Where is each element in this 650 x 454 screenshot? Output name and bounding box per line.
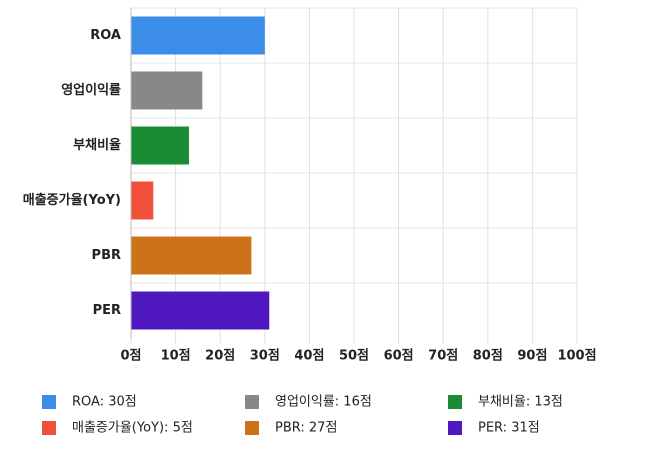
- bar: [131, 236, 252, 275]
- x-tick-label: 40점: [294, 349, 324, 364]
- legend-label: 영업이익률: 16점: [275, 395, 372, 410]
- y-tick-label: PBR: [92, 248, 121, 263]
- x-tick-label: 20점: [205, 349, 235, 364]
- legend-swatch: [448, 421, 462, 435]
- x-tick-label: 100점: [557, 349, 596, 364]
- bar: [131, 181, 154, 220]
- bar: [131, 126, 189, 165]
- legend-label: 부채비율: 13점: [478, 395, 563, 410]
- bar: [131, 291, 270, 330]
- legend-swatch: [42, 421, 56, 435]
- x-tick-label: 10점: [161, 349, 191, 364]
- y-tick-label: 매출증가율(YoY): [23, 192, 121, 208]
- x-tick-label: 50점: [339, 349, 369, 364]
- legend-swatch: [245, 421, 259, 435]
- x-tick-label: 60점: [384, 349, 414, 364]
- legend-swatch: [448, 395, 462, 409]
- x-tick-label: 90점: [517, 349, 547, 364]
- x-tick-label: 0점: [120, 349, 141, 364]
- bar: [131, 71, 203, 110]
- legend-label: 매출증가율(YoY): 5점: [72, 421, 193, 436]
- x-tick-label: 70점: [428, 349, 458, 364]
- legend-swatch: [42, 395, 56, 409]
- y-tick-label: 영업이익률: [61, 82, 121, 98]
- legend-label: PBR: 27점: [275, 421, 337, 436]
- x-tick-label: 30점: [250, 349, 280, 364]
- x-tick-label: 80점: [473, 349, 503, 364]
- y-tick-label: PER: [93, 303, 121, 318]
- legend-label: ROA: 30점: [72, 395, 137, 410]
- bar: [131, 16, 265, 55]
- y-tick-label: ROA: [90, 28, 121, 43]
- legend-label: PER: 31점: [478, 421, 540, 436]
- legend-swatch: [245, 395, 259, 409]
- y-tick-label: 부채비율: [73, 137, 121, 153]
